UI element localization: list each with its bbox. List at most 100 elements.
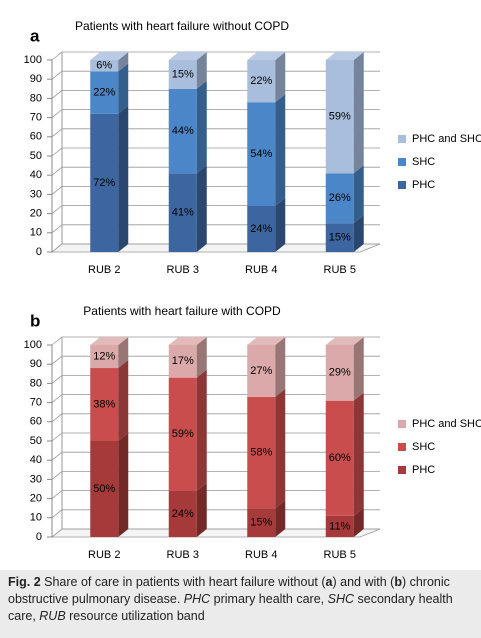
- bar-top: [90, 52, 129, 60]
- bar-segment: [90, 71, 119, 114]
- legend-swatch: [398, 181, 406, 189]
- value-label: 22%: [250, 75, 272, 87]
- bar-segment: [325, 345, 354, 401]
- y-tick-label: 30: [30, 473, 42, 485]
- bar-segment: [90, 60, 119, 72]
- x-tick-label: RUB 3: [167, 264, 199, 276]
- caption-text: ) chronic obstructive pulmonary disease.: [8, 575, 450, 606]
- bar-segment: [247, 60, 276, 103]
- chart-title: Patients with heart failure without COPD: [75, 19, 289, 33]
- bar-side: [275, 337, 286, 397]
- caption-text: resource utilization band: [65, 609, 205, 623]
- bar-side: [196, 369, 207, 491]
- x-tick-label: RUB 2: [88, 264, 120, 276]
- bar-top: [247, 52, 286, 60]
- chart-title: Patients with heart failure with COPD: [83, 304, 281, 318]
- x-tick-label: RUB 5: [324, 264, 356, 276]
- value-label: 22%: [93, 87, 115, 99]
- bar-side: [196, 165, 207, 252]
- value-label: 17%: [172, 355, 194, 367]
- caption-text: ) and with (: [332, 575, 395, 589]
- bar-segment: [168, 490, 197, 537]
- bar-side: [196, 482, 207, 537]
- y-tick-label: 80: [30, 92, 42, 104]
- bar-side: [353, 165, 364, 224]
- bar-side: [118, 52, 129, 72]
- y-tick-label: 70: [30, 397, 42, 409]
- bar-side: [118, 105, 129, 252]
- y-tick-label: 20: [30, 493, 42, 505]
- y-tick-label: 100: [24, 54, 42, 66]
- legend-label: PHC and SHC: [412, 133, 481, 145]
- value-label: 29%: [329, 367, 351, 379]
- panel-label: a: [30, 26, 40, 45]
- bar-side: [275, 94, 286, 206]
- charts: a Patients with heart failure without COP…: [24, 19, 481, 561]
- x-tick-label: RUB 4: [245, 264, 277, 276]
- bar-segment: [168, 173, 197, 252]
- bar-segment: [168, 60, 197, 89]
- legend-label: SHC: [412, 441, 435, 453]
- bar-side: [353, 507, 364, 537]
- legend-swatch: [398, 420, 406, 428]
- bar-segment: [90, 113, 119, 252]
- bar-side: [353, 215, 364, 252]
- bar-side: [275, 388, 286, 509]
- panel-label: b: [30, 311, 40, 330]
- bar-top: [325, 52, 364, 60]
- value-label: 58%: [250, 446, 272, 458]
- value-label: 38%: [93, 398, 115, 410]
- legend-label: PHC: [412, 464, 435, 476]
- y-tick-label: 60: [30, 416, 42, 428]
- bar-segment: [247, 508, 276, 537]
- value-label: 12%: [93, 350, 115, 362]
- value-label: 15%: [250, 517, 272, 529]
- bar-side: [118, 360, 129, 441]
- bar-top: [168, 337, 207, 345]
- caption-text: Share of care in patients with heart fai…: [40, 575, 326, 589]
- value-label: 26%: [329, 192, 351, 204]
- bar-top: [168, 52, 207, 60]
- bar-side: [353, 52, 364, 174]
- value-label: 24%: [250, 223, 272, 235]
- value-label: 15%: [172, 68, 194, 80]
- bar-segment: [247, 345, 276, 397]
- bar-segment: [247, 396, 276, 509]
- bar-side: [118, 63, 129, 114]
- bar-segment: [325, 400, 354, 516]
- y-tick-label: 30: [30, 188, 42, 200]
- bar-side: [196, 52, 207, 89]
- value-label: 15%: [329, 232, 351, 244]
- value-label: 60%: [329, 452, 351, 464]
- caption-text: secondary health care,: [8, 592, 453, 623]
- legend-swatch: [398, 135, 406, 143]
- bar-segment: [90, 368, 119, 441]
- bar-side: [275, 500, 286, 537]
- x-tick-label: RUB 4: [245, 549, 277, 561]
- y-tick-label: 100: [24, 339, 42, 351]
- value-label: 54%: [250, 148, 272, 160]
- value-label: 59%: [172, 428, 194, 440]
- y-tick-label: 60: [30, 131, 42, 143]
- legend-swatch: [398, 443, 406, 451]
- y-tick-label: 40: [30, 169, 42, 181]
- bar-segment: [325, 223, 354, 252]
- legend-label: PHC and SHC: [412, 418, 481, 430]
- caption-text: PHC: [183, 592, 211, 606]
- bar-segment: [90, 345, 119, 369]
- bar-side: [196, 80, 207, 174]
- caption-text: primary health care,: [210, 592, 328, 606]
- legend-label: SHC: [412, 156, 435, 168]
- y-tick-label: 20: [30, 208, 42, 220]
- caption-text: b: [394, 575, 402, 589]
- y-tick-label: 0: [36, 246, 42, 258]
- x-tick-label: RUB 3: [167, 549, 199, 561]
- value-label: 24%: [172, 508, 194, 520]
- value-label: 11%: [329, 520, 350, 532]
- bar-segment: [325, 173, 354, 224]
- x-tick-label: RUB 5: [324, 549, 356, 561]
- value-label: 6%: [96, 60, 112, 72]
- y-tick-label: 80: [30, 377, 42, 389]
- y-tick-label: 50: [30, 150, 42, 162]
